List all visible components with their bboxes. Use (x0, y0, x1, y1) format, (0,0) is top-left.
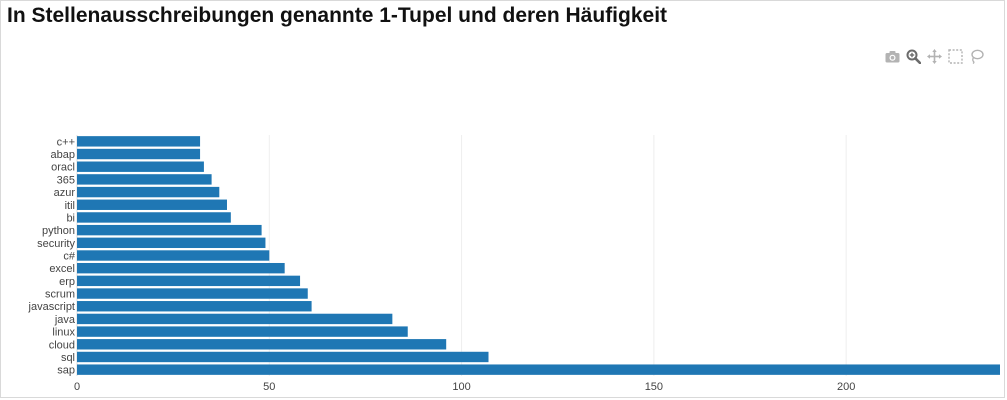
y-tick-label: erp (59, 276, 75, 288)
bar-java[interactable] (77, 313, 393, 325)
bar-scrum[interactable] (77, 288, 308, 299)
x-tick-label: 100 (452, 381, 470, 393)
camera-icon[interactable] (884, 48, 901, 65)
x-tick-label: 0 (74, 381, 80, 393)
y-tick-label: python (42, 225, 75, 237)
bar-abap[interactable] (77, 148, 201, 160)
lasso-select-icon[interactable] (968, 48, 985, 65)
y-tick-label: itil (65, 200, 75, 212)
modebar (884, 48, 985, 65)
x-axis-labels: 0 50 100 150 200 (74, 381, 855, 393)
pan-icon[interactable] (926, 48, 943, 65)
y-tick-label: security (37, 238, 75, 250)
bar-itil[interactable] (77, 199, 227, 210)
y-tick-label: java (54, 314, 76, 326)
bar-erp[interactable] (77, 275, 301, 287)
y-tick-label: azur (54, 187, 76, 199)
bar-excel[interactable] (77, 262, 285, 274)
y-tick-label: oracl (51, 162, 75, 174)
y-tick-label: 365 (57, 174, 75, 186)
x-tick-label: 150 (645, 381, 663, 393)
bar-python[interactable] (77, 224, 262, 236)
box-select-icon[interactable] (947, 48, 964, 65)
bar-sql[interactable] (77, 351, 489, 363)
y-tick-label: abap (51, 149, 75, 161)
y-tick-label: bi (66, 212, 75, 224)
bar-azur[interactable] (77, 186, 220, 198)
y-tick-label: cloud (49, 339, 75, 351)
bar-365[interactable] (77, 174, 212, 185)
zoom-icon[interactable] (905, 48, 922, 65)
bar-bi[interactable] (77, 212, 231, 223)
y-tick-label: javascript (28, 301, 75, 313)
y-tick-label: excel (49, 263, 75, 275)
y-axis-labels: c++abaporacl365azuritilbipythonsecurityc… (28, 136, 76, 376)
y-tick-label: linux (52, 327, 75, 339)
bar-security[interactable] (77, 237, 266, 249)
bar-c#[interactable] (77, 250, 270, 261)
bar-linux[interactable] (77, 326, 408, 337)
x-tick-label: 50 (263, 381, 275, 393)
bar-cloud[interactable] (77, 339, 447, 350)
bars (77, 136, 1000, 375)
y-tick-label: scrum (45, 289, 75, 301)
chart-title: In Stellenausschreibungen genannte 1-Tup… (7, 4, 668, 27)
bar-sap[interactable] (77, 364, 1000, 375)
y-tick-label: c# (63, 251, 76, 263)
bar-oracl[interactable] (77, 161, 204, 172)
x-tick-label: 200 (837, 381, 855, 393)
bar-javascript[interactable] (77, 301, 312, 312)
bar-c++[interactable] (77, 136, 201, 147)
y-tick-label: c++ (57, 136, 75, 148)
y-tick-label: sap (57, 365, 75, 377)
y-tick-label: sql (61, 352, 75, 364)
